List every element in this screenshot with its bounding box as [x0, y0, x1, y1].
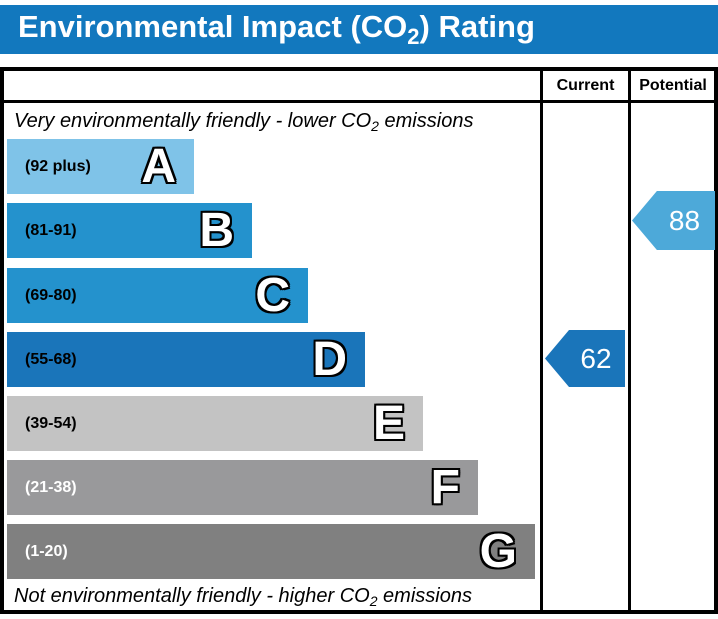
page-title: Environmental Impact (CO2) Rating [0, 9, 535, 50]
top-note-subscript: 2 [371, 118, 379, 134]
band-b: (81-91) B [7, 203, 252, 258]
band-e-letter: E [372, 396, 405, 450]
header-current: Current [556, 76, 615, 94]
title-bar: Environmental Impact (CO2) Rating [0, 5, 718, 54]
band-d-range: (55-68) [25, 350, 77, 368]
bottom-note-suffix: emissions [377, 585, 472, 607]
band-g-range: (1-20) [25, 542, 68, 560]
bottom-note-subscript: 2 [369, 593, 378, 609]
bottom-note-text: Not environmentally friendly - higher CO [14, 585, 370, 607]
band-c-range: (69-80) [25, 286, 77, 304]
top-note-text: Very environmentally friendly - lower CO [14, 110, 372, 132]
potential-column-divider [628, 67, 631, 614]
top-note-suffix: emissions [378, 110, 474, 132]
band-g-letter: G [479, 524, 517, 578]
top-note: Very environmentally friendly - lower CO… [14, 110, 473, 134]
band-c-letter: C [255, 268, 290, 322]
bottom-note: Not environmentally friendly - higher CO… [14, 585, 472, 609]
band-f-letter: F [430, 460, 460, 514]
header-row-divider [0, 100, 718, 103]
potential-rating-value: 88 [668, 204, 701, 236]
band-b-letter: B [199, 203, 234, 257]
page-title-suffix: ) Rating [419, 9, 535, 44]
band-f: (21-38) F [7, 460, 478, 515]
header-potential: Potential [639, 76, 707, 94]
band-c: (69-80) C [7, 268, 308, 323]
band-b-range: (81-91) [25, 221, 77, 239]
band-d-letter: D [312, 332, 347, 386]
band-d: (55-68) D [7, 332, 365, 387]
page-title-text: Environmental Impact (CO [18, 9, 408, 44]
band-e-range: (39-54) [25, 414, 77, 432]
band-e: (39-54) E [7, 396, 423, 451]
band-a: (92 plus) A [7, 139, 194, 194]
page-title-subscript: 2 [407, 24, 420, 49]
band-a-range: (92 plus) [25, 157, 91, 175]
band-g: (1-20) G [7, 524, 535, 579]
current-rating-value: 62 [580, 342, 612, 374]
band-a-letter: A [141, 139, 176, 193]
band-f-range: (21-38) [25, 478, 77, 496]
current-column-divider [540, 67, 543, 614]
